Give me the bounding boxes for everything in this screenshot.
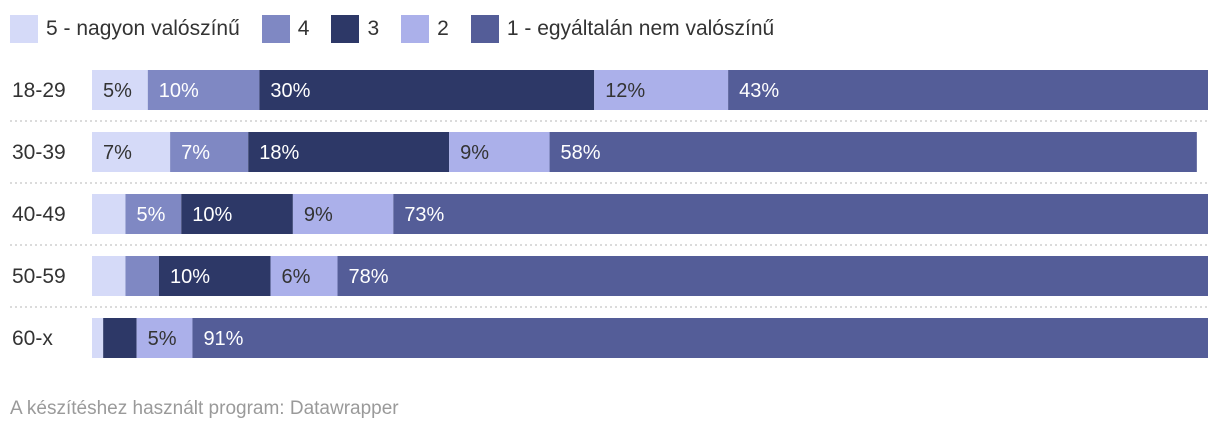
row-label: 18-29 xyxy=(12,79,66,102)
data-label: 9% xyxy=(304,204,333,226)
bar-segment xyxy=(136,318,193,358)
legend-label: 3 xyxy=(367,17,380,40)
bar-segment xyxy=(728,70,1208,110)
bar-segment xyxy=(549,132,1197,172)
chart-footer-credit: A készítéshez használt program: Datawrap… xyxy=(10,398,399,419)
bar-segment xyxy=(125,256,159,296)
data-label: 10% xyxy=(192,204,232,226)
row-label: 30-39 xyxy=(12,141,66,164)
bar-segment xyxy=(170,132,249,172)
legend-item: 2 xyxy=(401,15,449,43)
legend-item: 5 - nagyon valószínű xyxy=(10,15,240,43)
data-label: 7% xyxy=(103,142,132,164)
bar-segment xyxy=(449,132,550,172)
row-label: 60-x xyxy=(12,327,53,350)
data-label: 9% xyxy=(460,142,489,164)
bar-segment xyxy=(248,132,450,172)
row-label: 40-49 xyxy=(12,203,66,226)
legend-swatch xyxy=(470,15,499,43)
legend-label: 2 xyxy=(437,17,449,40)
bar-segment xyxy=(92,132,171,172)
data-label: 58% xyxy=(561,142,601,164)
data-label: 73% xyxy=(404,204,444,226)
data-label: 5% xyxy=(103,80,132,102)
data-label: 10% xyxy=(170,266,210,288)
legend-label: 4 xyxy=(297,17,310,40)
bar-segment xyxy=(147,70,260,110)
bar-segment xyxy=(92,256,126,296)
row-label: 50-59 xyxy=(12,265,66,288)
data-label: 43% xyxy=(739,80,779,102)
data-label: 18% xyxy=(259,142,299,164)
data-label: 30% xyxy=(270,80,310,102)
legend-label: 5 - nagyon valószínű xyxy=(46,17,240,40)
legend-item: 3 xyxy=(331,15,379,43)
bar-segment xyxy=(337,256,1208,296)
legend-item: 4 xyxy=(261,15,310,43)
data-label: 12% xyxy=(605,80,645,102)
data-label: 78% xyxy=(349,266,389,288)
data-label: 10% xyxy=(159,80,199,102)
bar-segment xyxy=(103,318,137,358)
bar-segment xyxy=(292,194,394,234)
legend-item: 1 - egyáltalán nem valószínű xyxy=(470,15,775,43)
bar-segment xyxy=(92,318,104,358)
bar-segment xyxy=(259,70,595,110)
data-label: 7% xyxy=(181,142,210,164)
bar-segment xyxy=(125,194,182,234)
data-label: 6% xyxy=(282,266,311,288)
bar-segment xyxy=(92,194,126,234)
bar-segment xyxy=(181,194,293,234)
legend-swatch xyxy=(401,15,430,43)
bar-segment xyxy=(192,318,1208,358)
chart-legend: 5 - nagyon valószínű 4 3 2 1 - egyáltalán ne… xyxy=(10,12,796,46)
bar-segment xyxy=(393,194,1208,234)
data-label: 5% xyxy=(148,328,177,350)
legend-swatch xyxy=(331,15,360,43)
data-label: 91% xyxy=(203,328,243,350)
legend-swatch xyxy=(10,15,38,43)
legend-label: 1 - egyáltalán nem valószínű xyxy=(506,17,775,40)
legend-swatch xyxy=(261,15,290,43)
bar-segment xyxy=(92,70,148,110)
bar-segment xyxy=(158,256,271,296)
data-label: 5% xyxy=(136,204,165,226)
bar-segment xyxy=(594,70,729,110)
bar-segment xyxy=(270,256,338,296)
